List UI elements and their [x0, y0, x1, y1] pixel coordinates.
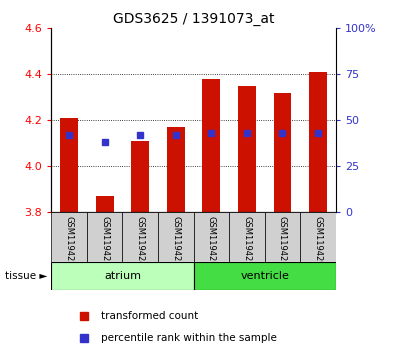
Bar — [131, 141, 149, 212]
Bar — [265, 212, 300, 262]
Bar — [194, 212, 229, 262]
Text: ventricle: ventricle — [240, 271, 289, 281]
Bar — [158, 212, 194, 262]
Text: GSM119424: GSM119424 — [136, 216, 145, 267]
Bar — [309, 72, 327, 212]
Text: GSM119422: GSM119422 — [65, 216, 73, 267]
Bar — [300, 212, 336, 262]
Text: GSM119425: GSM119425 — [171, 216, 180, 267]
Bar — [51, 212, 87, 262]
Bar — [194, 262, 336, 290]
Bar — [229, 212, 265, 262]
Bar — [60, 118, 78, 212]
Text: transformed count: transformed count — [101, 311, 198, 321]
Bar — [122, 212, 158, 262]
Bar — [87, 212, 122, 262]
Bar — [51, 262, 194, 290]
Text: GSM119427: GSM119427 — [243, 216, 251, 267]
Text: GSM119428: GSM119428 — [278, 216, 287, 267]
Text: percentile rank within the sample: percentile rank within the sample — [101, 333, 277, 343]
Text: GSM119423: GSM119423 — [100, 216, 109, 267]
Bar — [96, 196, 114, 212]
Text: GSM119429: GSM119429 — [314, 216, 322, 267]
Text: atrium: atrium — [104, 271, 141, 281]
Text: tissue ►: tissue ► — [6, 271, 48, 281]
Bar — [167, 127, 184, 212]
Bar — [202, 79, 220, 212]
Title: GDS3625 / 1391073_at: GDS3625 / 1391073_at — [113, 12, 274, 26]
Bar — [238, 86, 256, 212]
Bar — [274, 93, 292, 212]
Text: GSM119426: GSM119426 — [207, 216, 216, 267]
